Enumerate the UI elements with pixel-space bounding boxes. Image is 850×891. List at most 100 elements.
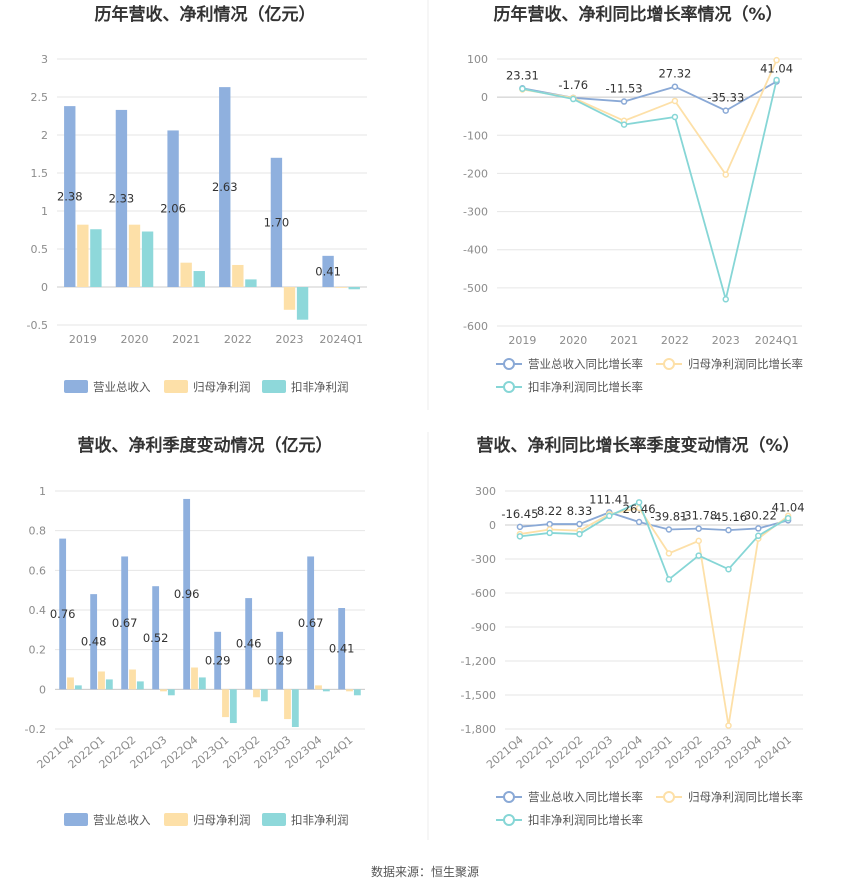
data-label: 0.48 (81, 635, 107, 649)
bar-revenue (183, 498, 191, 690)
bar-deducted-profit (260, 689, 268, 702)
legend-label: 扣非净利润 (291, 813, 349, 827)
data-point (773, 56, 780, 64)
y-tick-label: 0 (489, 519, 496, 532)
x-tick-label: 2022 (661, 334, 689, 347)
series-line (519, 506, 789, 726)
chart-title: 历年营收、净利情况（亿元） (95, 4, 316, 25)
bar-deducted-profit (105, 679, 113, 690)
data-label: 0.41 (315, 264, 341, 278)
bar-revenue (270, 157, 283, 287)
bar-net-profit (232, 264, 244, 287)
bar-deducted-profit (136, 681, 144, 690)
y-tick-label: -100 (463, 129, 488, 142)
bar-revenue (214, 631, 222, 690)
y-tick-label: -400 (463, 244, 488, 257)
series-line (519, 501, 789, 581)
legend-label: 扣非净利润 (291, 380, 349, 394)
bar-revenue (152, 586, 160, 690)
data-label: 0.52 (143, 631, 169, 645)
legend-label: 扣非净利润同比增长率 (528, 380, 643, 394)
data-label: 0.96 (174, 587, 200, 601)
y-tick-label: -200 (463, 167, 488, 180)
legend-swatch (262, 813, 286, 826)
legend-swatch (164, 813, 188, 826)
data-point (606, 512, 613, 520)
data-label: 0.41 (329, 642, 355, 656)
data-label: 0.67 (298, 616, 324, 630)
data-label: 2.63 (212, 180, 238, 194)
legend-swatch-marker (503, 814, 515, 826)
data-point (671, 83, 679, 90)
bar-deducted-profit (193, 271, 205, 287)
bar-deducted-profit (141, 231, 154, 287)
data-point (695, 552, 702, 559)
quarterly-growth-rate-chart: 营收、净利同比增长率季度变动情况（%） 300 0 -300 -600 -900 -1,20… (461, 435, 805, 827)
data-point (725, 526, 732, 534)
series-line (519, 511, 789, 532)
bar-deducted-profit (167, 689, 175, 696)
data-label: 0.67 (112, 616, 138, 630)
legend-label: 营业总收入同比增长率 (528, 357, 643, 371)
data-point (635, 499, 643, 506)
data-source: 数据来源：恒生聚源 (371, 864, 479, 879)
bar-net-profit (98, 671, 105, 690)
data-label: 41.04 (760, 61, 793, 75)
bar-net-profit (335, 287, 347, 288)
y-tick-label: -1,200 (461, 655, 496, 668)
quarterly-revenue-profit-chart: 营收、净利季度变动情况（亿元）10.80.60.40.20-0.22021Q42… (25, 435, 365, 827)
data-point (620, 121, 628, 128)
bar-deducted-profit (322, 689, 330, 692)
bar-net-profit (283, 287, 296, 310)
y-tick-label: -1,500 (461, 689, 496, 702)
y-tick-label: -300 (471, 553, 496, 566)
bar-net-profit (129, 669, 136, 690)
legend-label: 归母净利润同比增长率 (688, 790, 803, 804)
bar-revenue (276, 631, 284, 690)
x-tick-label: 2019 (508, 334, 536, 347)
data-label: -11.53 (606, 82, 643, 96)
data-point (546, 529, 553, 537)
data-point (546, 520, 553, 528)
data-point (671, 97, 679, 105)
bar-deducted-profit (353, 689, 361, 696)
y-tick-label: -300 (463, 206, 488, 219)
data-label: -1.76 (558, 78, 588, 92)
data-label: 2.38 (57, 190, 83, 204)
y-tick-label: 2 (41, 129, 48, 142)
annual-growth-rate-chart: 历年营收、净利同比增长率情况（%） 100 0 -100 -200 -300 -400 -50… (463, 4, 803, 394)
y-tick-label: -500 (463, 282, 488, 295)
data-label: 8.22 (537, 504, 563, 518)
data-label: -39.81 (650, 510, 687, 524)
annual-revenue-profit-chart: 历年营收、净利情况（亿元） 3 2.5 2 1.5 1 0.5 0 -0.5 2019 2020 20… (27, 4, 367, 394)
y-tick-label: 300 (475, 485, 496, 498)
legend-label: 归母净利润 (193, 813, 251, 827)
legend-swatch-marker (503, 381, 515, 393)
bar-net-profit (128, 224, 141, 287)
bar-net-profit (67, 677, 74, 690)
bar-deducted-profit (229, 689, 237, 724)
bar-net-profit (222, 689, 229, 718)
x-tick-label: 2023 (712, 334, 740, 347)
data-point (722, 171, 729, 178)
bar-revenue (245, 598, 253, 690)
data-point (671, 113, 679, 121)
bar-net-profit (191, 667, 198, 690)
bar-net-profit (77, 224, 89, 287)
data-point (516, 533, 524, 540)
x-tick-label: 2024Q1 (755, 334, 799, 347)
y-tick-label: 1 (39, 485, 46, 498)
legend-label: 扣非净利润同比增长率 (528, 813, 643, 827)
data-point (665, 526, 673, 533)
data-label: 23.31 (506, 68, 539, 82)
data-label: 2.06 (160, 202, 186, 216)
bar-deducted-profit (74, 685, 82, 690)
data-point (755, 532, 762, 540)
data-label: 41.04 (772, 500, 805, 514)
chart-title: 历年营收、净利同比增长率情况（%） (493, 4, 782, 25)
data-label: -35.33 (707, 91, 744, 105)
y-tick-label: 3 (41, 53, 48, 66)
legend-swatch (64, 380, 88, 393)
chart-title: 营收、净利同比增长率季度变动情况（%） (476, 435, 799, 456)
data-point (576, 520, 583, 528)
